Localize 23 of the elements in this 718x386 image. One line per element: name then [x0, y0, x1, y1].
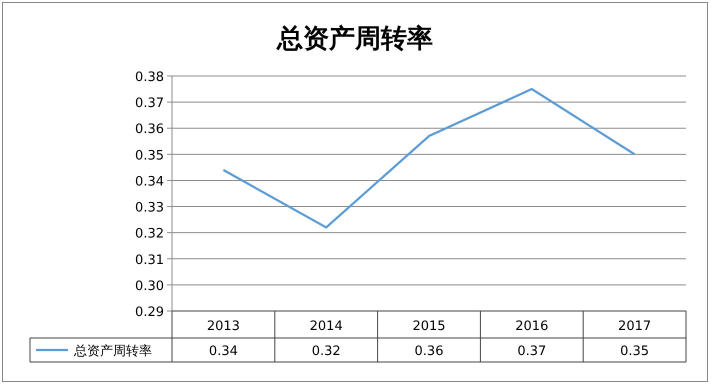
- data-label: 0.37: [517, 344, 546, 359]
- legend-label: 总资产周转率: [73, 343, 152, 359]
- y-tick-label: 0.29: [135, 305, 164, 320]
- x-tick-label: 2015: [412, 319, 446, 334]
- x-tick-label: 2013: [206, 319, 240, 334]
- x-tick-label: 2017: [618, 319, 652, 334]
- x-tick-label: 2016: [515, 319, 548, 334]
- y-tick-label: 0.38: [135, 70, 164, 85]
- y-tick-label: 0.31: [135, 252, 164, 268]
- line-series: [222, 88, 636, 229]
- data-label: 0.32: [312, 344, 341, 359]
- data-label: 0.35: [620, 344, 650, 359]
- y-tick-label: 0.34: [135, 174, 164, 190]
- y-tick-label: 0.36: [135, 122, 164, 138]
- chart-title: 总资产周转率: [276, 24, 433, 54]
- y-tick-label: 0.35: [135, 148, 164, 164]
- y-tick-label: 0.32: [135, 226, 164, 242]
- y-tick-label: 0.33: [135, 200, 164, 216]
- data-label: 0.34: [208, 344, 238, 359]
- y-tick-label: 0.30: [135, 278, 164, 294]
- x-tick-label: 2014: [310, 319, 343, 334]
- y-tick-label: 0.37: [135, 96, 164, 112]
- data-label: 0.36: [414, 344, 444, 359]
